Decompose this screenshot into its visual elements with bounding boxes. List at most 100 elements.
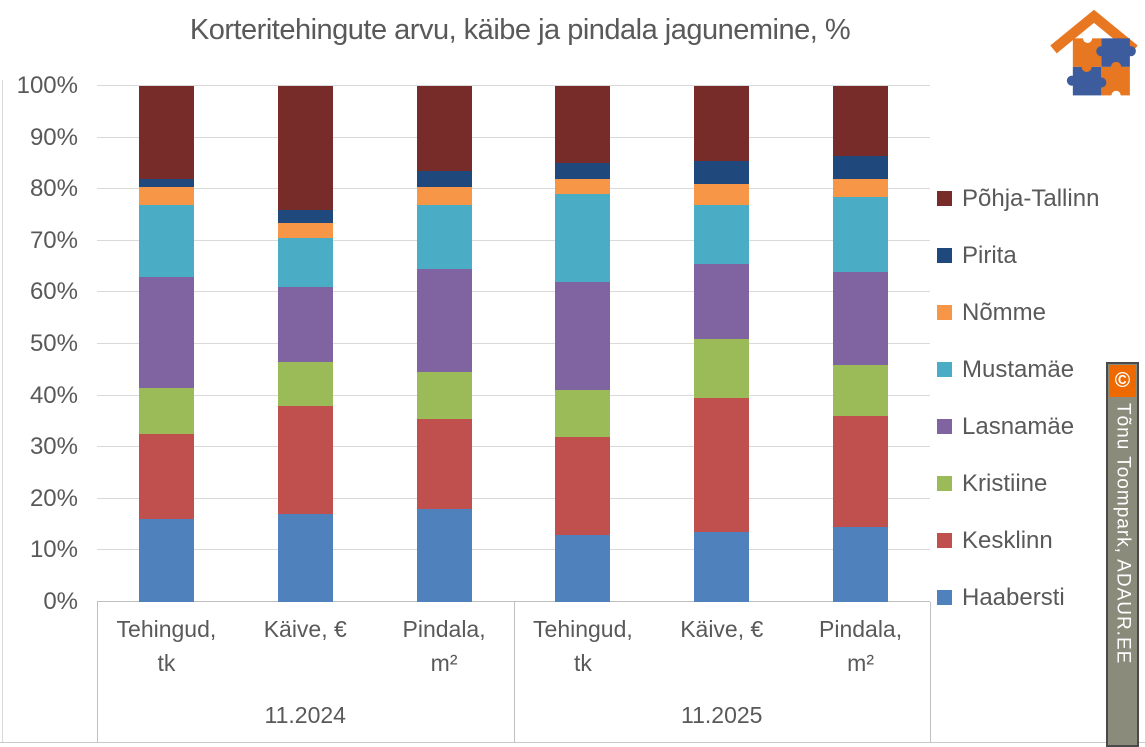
stacked-bar-11.2025-2 (833, 86, 889, 602)
legend-item-Pirita: Pirita (937, 227, 1099, 284)
category-label-line: m² (430, 650, 458, 676)
watermark-text: Tõnu Toompark, ADAUR.EE (1112, 403, 1134, 665)
bar-segment-Lasnamäe (555, 282, 611, 391)
bar-segment-Pirita (833, 155, 889, 179)
bar-segment-Põhja-Tallinn (694, 86, 750, 161)
bar-segment-Kristiine (277, 362, 333, 406)
category-label-line: Pindala, (819, 616, 903, 642)
legend-label: Kesklinn (962, 526, 1053, 554)
y-tick-label: 0% (43, 588, 78, 615)
bar-segment-Mustamäe (416, 204, 472, 270)
legend-swatch (937, 533, 952, 548)
bar-segment-Kesklinn (138, 434, 194, 520)
bar-segment-Mustamäe (555, 194, 611, 283)
x-axis: Tehingud, tk Käive, € Pindala, m² Tehingud, tk… (0, 602, 1145, 742)
bar-segment-Nõmme (555, 178, 611, 195)
legend-swatch (937, 590, 952, 605)
gridline (97, 188, 930, 190)
bar-segment-Kesklinn (555, 436, 611, 535)
legend: Põhja-Tallinn Pirita Nõmme Mustamäe Lasnamäe… (937, 170, 1099, 626)
bar-segment-Haabersti (138, 519, 194, 602)
chart-title: Korteritehingute arvu, käibe ja pindala … (189, 14, 851, 46)
bar-segment-Nõmme (138, 186, 194, 205)
bar-segment-Haabersti (277, 514, 333, 602)
bar-segment-Mustamäe (694, 204, 750, 265)
bar-segment-Lasnamäe (138, 276, 194, 388)
bar-segment-Mustamäe (277, 238, 333, 288)
x-axis-line (97, 601, 930, 602)
gridline (97, 85, 930, 86)
bar-segment-Kesklinn (833, 416, 889, 528)
bar-segment-Kristiine (138, 387, 194, 435)
gridline (97, 497, 930, 499)
bar-segment-Lasnamäe (277, 287, 333, 363)
bar-segment-Haabersti (416, 509, 472, 602)
y-tick-label: 30% (29, 433, 78, 461)
chart-border-left (2, 80, 3, 742)
axis-divider (930, 602, 931, 742)
category-label: Käive, € (652, 612, 791, 646)
bar-segment-Põhja-Tallinn (138, 86, 194, 179)
legend-item-Mustamäe: Mustamäe (937, 341, 1099, 398)
bar-segment-Lasnamäe (833, 271, 889, 365)
stacked-bar-11.2024-1 (277, 86, 333, 602)
stacked-bar-11.2025-0 (555, 86, 611, 602)
category-label-line: tk (157, 650, 176, 676)
bar-segment-Kesklinn (694, 398, 750, 533)
legend-swatch (937, 248, 952, 263)
group-label: 11.2024 (264, 702, 346, 728)
y-tick-label: 90% (29, 123, 78, 151)
bar-segment-Nõmme (694, 184, 750, 205)
y-tick-label: 60% (29, 278, 78, 306)
y-tick-label: 10% (29, 536, 78, 564)
legend-swatch (937, 419, 952, 434)
legend-label: Haabersti (962, 583, 1065, 611)
y-tick-label: 40% (29, 381, 78, 409)
category-label-line: Käive, € (263, 616, 347, 642)
legend-item-Kristiine: Kristiine (937, 455, 1099, 512)
legend-swatch (937, 191, 952, 206)
gridline (97, 343, 930, 344)
bar-segment-Nõmme (416, 186, 472, 205)
stacked-bar-11.2024-2 (416, 86, 472, 602)
adaur-logo (1048, 4, 1140, 104)
legend-swatch (937, 476, 952, 491)
category-label: Tehingud, tk (97, 612, 236, 680)
category-label: Käive, € (236, 612, 375, 646)
y-tick-label: 50% (29, 330, 78, 357)
stacked-bar-11.2025-1 (694, 86, 750, 602)
legend-item-Haabersti: Haabersti (937, 569, 1099, 626)
gridline (97, 394, 930, 396)
bar-segment-Lasnamäe (416, 269, 472, 373)
group-label: 11.2025 (681, 702, 763, 728)
gridline (97, 549, 930, 551)
legend-item-Nõmme: Nõmme (937, 284, 1099, 341)
watermark-bar: © Tõnu Toompark, ADAUR.EE (1106, 362, 1139, 747)
bar-segment-Kristiine (555, 390, 611, 437)
plot-area (97, 85, 930, 602)
y-tick-label: 70% (29, 226, 78, 254)
bar-segment-Põhja-Tallinn (833, 86, 889, 156)
bar-segment-Kesklinn (416, 418, 472, 510)
y-axis: 0% 10% 20% 30% 40% 50% 60% 70% 80% 90% 100% (0, 72, 78, 615)
legend-label: Nõmme (962, 298, 1047, 326)
category-label-line: Pindala, (402, 616, 486, 642)
legend-item-Lasnamäe: Lasnamäe (937, 398, 1099, 455)
bar-segment-Pirita (555, 163, 611, 179)
bar-segment-Nõmme (833, 178, 889, 197)
y-tick-label: 20% (29, 484, 78, 512)
bar-segment-Mustamäe (833, 196, 889, 272)
category-label-line: Käive, € (680, 616, 764, 642)
category-label-line: Tehingud, (533, 616, 633, 642)
category-label-line: tk (573, 650, 592, 676)
bar-segment-Haabersti (833, 527, 889, 602)
bar-segment-Kesklinn (277, 405, 333, 515)
gridline (97, 136, 930, 138)
category-label: Pindala, m² (375, 612, 514, 680)
bar-segment-Pirita (416, 171, 472, 187)
category-label: Pindala, m² (791, 612, 930, 680)
legend-label: Põhja-Tallinn (962, 184, 1100, 212)
gridline (97, 291, 930, 293)
category-label-line: Tehingud, (116, 616, 217, 642)
